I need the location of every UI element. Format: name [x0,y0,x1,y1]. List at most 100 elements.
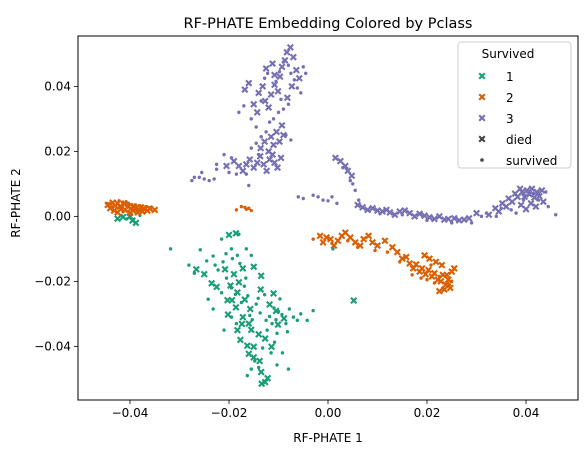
died-point [232,303,240,311]
died-point [246,155,254,164]
survived-point [222,152,226,157]
survived-point [224,276,229,280]
y-tick-label: −0.02 [34,274,71,288]
died-point [437,277,445,285]
survived-point [479,214,484,219]
died-point [465,214,473,222]
survived-point [280,312,284,317]
died-point [502,203,510,211]
died-point [455,216,463,224]
survived-point [262,76,267,80]
died-point [260,160,268,168]
survived-point [296,195,300,199]
survived-point [265,71,270,76]
survived-point [494,214,499,219]
survived-point [295,86,300,90]
died-point [485,211,493,219]
chart-title: RF-PHATE Embedding Colored by Pclass [184,16,473,32]
legend-item: survived [480,154,557,168]
died-point [402,253,410,261]
died-point [250,353,258,361]
survived-point [221,260,225,264]
survived-point [335,201,339,206]
died-point [267,90,275,99]
survived-point [211,307,215,311]
survived-point [244,207,249,211]
died-point [261,138,269,146]
survived-point [207,178,211,183]
died-point [393,248,401,256]
survived-point [192,271,197,275]
died-point [438,261,446,269]
died-point [268,343,276,351]
survived-point [353,188,357,193]
survived-point [289,71,293,76]
legend-label: 1 [506,70,514,84]
survived-point [280,351,285,355]
died-point [517,201,525,209]
legend-item: 2 [478,91,514,105]
died-point [232,229,240,237]
died-point [373,242,382,250]
survived-point [419,276,423,280]
survived-point [244,276,248,280]
died-point [114,208,122,217]
died-point [151,206,159,214]
died-point [239,167,247,175]
died-point [238,320,246,328]
died-point [350,297,358,305]
survived-point [301,196,305,201]
died-point [192,265,200,273]
died-point [278,121,286,129]
died-point [233,288,241,296]
legend-label: died [506,133,532,147]
died-point [247,326,255,334]
died-point [341,162,349,170]
died-point [341,229,349,237]
died-point [446,284,454,292]
died-point [346,233,354,242]
died-point [241,86,249,94]
legend-marker-x [478,114,486,122]
died-point [257,144,265,152]
died-point [430,215,438,223]
died-point [224,310,232,319]
survived-point [356,198,361,202]
died-point [539,198,547,206]
series-pclass-2 [104,199,458,295]
survived-point [272,340,277,344]
died-point [279,131,287,139]
died-point [223,296,232,304]
died-point [269,60,277,68]
y-tick-label: −0.04 [34,339,71,353]
legend: Survived 1 2 3 died survived [457,41,572,169]
x-tick-label: 0.04 [513,406,540,420]
died-point [535,192,543,200]
survived-point [284,321,288,326]
died-point [257,285,265,294]
survived-point [275,363,279,367]
survived-point [267,314,272,319]
survived-point [187,263,191,267]
died-point [420,251,429,259]
died-point [416,210,424,218]
survived-point [410,273,414,277]
died-point [440,285,448,294]
died-point [132,219,140,227]
survived-point [262,293,267,297]
died-point [289,53,297,61]
survived-point [289,138,293,142]
survived-point [260,346,265,350]
survived-point [256,365,261,370]
died-point [391,211,399,219]
survived-point [256,296,260,300]
died-point [255,330,263,338]
survived-point [239,204,244,209]
survived-point [235,253,240,258]
survived-point [214,167,219,171]
survived-point [429,263,433,267]
survived-point [264,318,268,323]
died-point [435,287,443,295]
x-tick-label: −0.04 [112,406,149,420]
survived-point [351,182,355,186]
